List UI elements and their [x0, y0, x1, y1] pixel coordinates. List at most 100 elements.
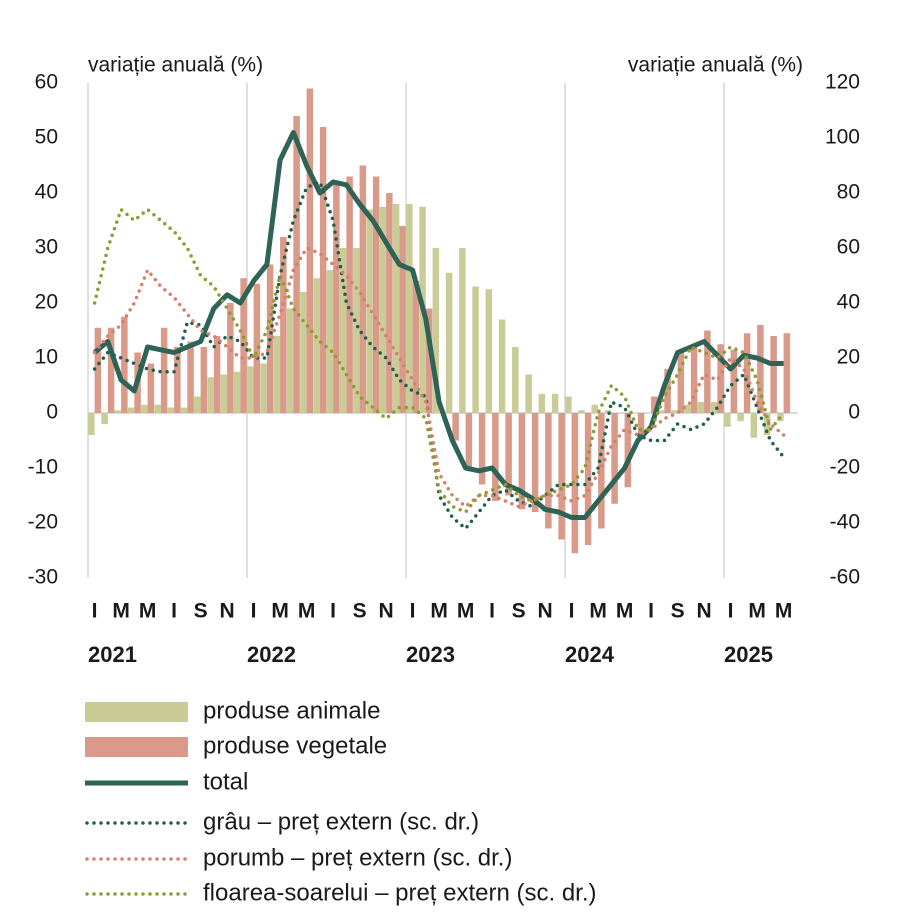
legend-label: porumb – preț extern (sc. dr.) — [203, 844, 512, 871]
bar — [326, 270, 334, 413]
x-tick-label: M — [112, 600, 130, 623]
y2-tick-label: 40 — [837, 291, 860, 314]
year-label: 2025 — [724, 642, 773, 667]
bar — [319, 127, 327, 413]
bar — [187, 341, 194, 413]
bar — [657, 410, 665, 413]
legend-label: grâu – preț extern (sc. dr.) — [203, 808, 479, 835]
x-tick-label: I — [330, 600, 336, 623]
y2-tick-label: -60 — [830, 566, 860, 589]
x-tick-label: M — [748, 600, 766, 623]
x-tick-label: I — [569, 600, 575, 623]
line — [92, 130, 784, 520]
y-tick-label: -10 — [28, 456, 58, 479]
bar — [101, 413, 108, 424]
x-tick-label: M — [298, 600, 316, 623]
bar — [392, 204, 400, 413]
bar — [737, 413, 744, 422]
x-tick-label: S — [353, 600, 367, 623]
year-label: 2023 — [406, 642, 455, 667]
y-tick-label: -30 — [28, 566, 58, 589]
bar — [498, 319, 506, 413]
bar — [313, 278, 320, 413]
x-tick-label: I — [648, 600, 654, 623]
legend-label: produse vegetale — [203, 732, 387, 759]
bar — [558, 413, 565, 540]
bar — [194, 396, 201, 413]
bar — [260, 363, 267, 413]
bar — [233, 371, 241, 413]
bar — [432, 248, 440, 413]
bar — [518, 413, 526, 510]
bar — [88, 413, 95, 435]
x-tick-label: M — [457, 600, 475, 623]
bar — [724, 413, 731, 427]
bar — [757, 325, 764, 413]
bar — [485, 289, 493, 413]
x-tick-label: M — [616, 600, 634, 623]
bar — [697, 402, 705, 413]
x-tick-label: I — [171, 600, 177, 623]
bar — [525, 374, 532, 413]
bar — [750, 413, 758, 438]
y2-tick-label: 60 — [837, 236, 860, 259]
line — [92, 246, 786, 509]
legend-label: produse animale — [203, 697, 380, 724]
bar — [565, 396, 572, 413]
bar — [386, 193, 393, 413]
line — [92, 180, 786, 531]
bar — [213, 336, 221, 413]
bar — [459, 248, 466, 413]
bar — [200, 347, 208, 413]
year-label: 2021 — [88, 642, 137, 667]
bar — [664, 369, 671, 413]
bar — [180, 407, 188, 413]
bar — [399, 226, 406, 413]
y2-tick-label: 20 — [837, 346, 860, 369]
y-tick-label: 10 — [35, 346, 58, 369]
bar — [339, 248, 347, 413]
bar — [220, 374, 228, 413]
bar — [551, 393, 559, 413]
bar — [505, 413, 512, 496]
y-tick-label: 40 — [35, 181, 58, 204]
y-tick-label: 30 — [35, 236, 58, 259]
y2-tick-label: 120 — [825, 71, 860, 94]
bar — [160, 327, 168, 413]
bar — [472, 286, 479, 413]
x-tick-label: I — [251, 600, 257, 623]
bar — [690, 347, 698, 413]
bar — [770, 336, 777, 413]
y-tick-label: 20 — [35, 291, 58, 314]
x-tick-label: S — [194, 600, 208, 623]
bar — [154, 404, 161, 413]
x-tick-label: S — [512, 600, 526, 623]
bar — [651, 396, 658, 413]
bar — [743, 333, 751, 413]
bar — [763, 413, 771, 435]
bar — [545, 413, 552, 529]
bar — [512, 347, 519, 413]
bar — [207, 377, 214, 413]
x-tick-label: M — [775, 600, 793, 623]
bar — [710, 402, 718, 413]
bar — [783, 333, 791, 413]
bar — [147, 363, 155, 413]
bar — [478, 413, 486, 485]
y2-tick-label: 100 — [825, 126, 860, 149]
bar — [127, 407, 135, 413]
year-label: 2024 — [565, 642, 615, 667]
bar — [677, 349, 685, 413]
y2-tick-label: 0 — [848, 401, 860, 424]
x-tick-label: I — [92, 600, 98, 623]
bar — [531, 413, 539, 512]
x-tick-label: I — [728, 600, 734, 623]
bar — [280, 237, 287, 413]
bar — [253, 283, 261, 413]
bar — [704, 330, 711, 413]
bar — [174, 347, 181, 413]
bar — [94, 327, 102, 413]
bar — [671, 410, 678, 413]
bar — [167, 407, 175, 413]
bar — [598, 413, 605, 529]
